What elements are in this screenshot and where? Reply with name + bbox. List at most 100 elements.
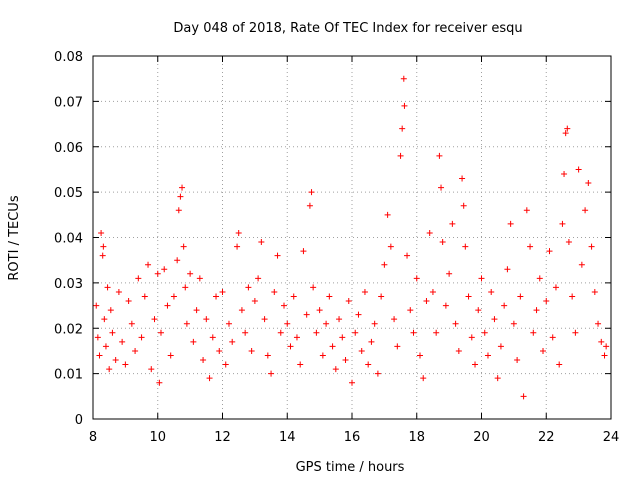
data-point (598, 338, 605, 345)
grid-lines (93, 56, 611, 419)
data-point (543, 298, 550, 305)
data-point (549, 334, 556, 341)
data-points (93, 75, 610, 400)
data-point (400, 75, 407, 82)
data-point (345, 298, 352, 305)
data-point (365, 361, 372, 368)
data-point (274, 252, 281, 259)
data-point (429, 288, 436, 295)
data-point (510, 320, 517, 327)
data-point (148, 366, 155, 373)
data-point (326, 293, 333, 300)
data-point (352, 329, 359, 336)
x-tick-label: 8 (89, 430, 97, 445)
data-point (601, 352, 608, 359)
data-point (196, 275, 203, 282)
data-point (438, 184, 445, 191)
data-point (569, 293, 576, 300)
data-point (190, 338, 197, 345)
data-point (238, 307, 245, 314)
data-point (595, 320, 602, 327)
y-tick-label: 0.07 (54, 95, 83, 110)
data-point (182, 284, 189, 291)
data-point (488, 288, 495, 295)
data-point (533, 307, 540, 314)
data-point (358, 347, 365, 354)
data-point (397, 152, 404, 159)
data-point (407, 307, 414, 314)
data-point (145, 261, 152, 268)
data-point (342, 357, 349, 364)
x-tick-label: 18 (408, 430, 425, 445)
data-point (564, 125, 571, 132)
data-point (200, 357, 207, 364)
data-point (527, 243, 534, 250)
data-point (287, 343, 294, 350)
y-tick-label: 0.03 (54, 277, 83, 292)
data-point (203, 316, 210, 323)
data-point (156, 379, 163, 386)
data-point (575, 166, 582, 173)
data-point (284, 320, 291, 327)
data-point (206, 375, 213, 382)
data-point (303, 311, 310, 318)
x-tick-label: 20 (473, 430, 490, 445)
data-point (290, 293, 297, 300)
data-point (562, 130, 569, 137)
data-point (452, 320, 459, 327)
data-point (436, 152, 443, 159)
data-point (378, 293, 385, 300)
data-point (216, 347, 223, 354)
data-point (258, 239, 265, 246)
data-point (242, 329, 249, 336)
data-point (381, 261, 388, 268)
data-point (603, 343, 610, 350)
data-point (501, 302, 508, 309)
data-point (310, 284, 317, 291)
data-point (391, 316, 398, 323)
data-point (306, 202, 313, 209)
data-point (319, 352, 326, 359)
data-point (268, 370, 275, 377)
data-point (462, 243, 469, 250)
data-point (561, 170, 568, 177)
data-point (94, 334, 101, 341)
data-point (98, 229, 105, 236)
data-point (293, 334, 300, 341)
data-point (565, 239, 572, 246)
data-point (106, 366, 113, 373)
data-point (361, 288, 368, 295)
data-point (119, 338, 126, 345)
data-point (219, 288, 226, 295)
data-point (449, 220, 456, 227)
data-point (478, 275, 485, 282)
data-point (101, 316, 108, 323)
data-point (468, 334, 475, 341)
data-point (588, 243, 595, 250)
data-point (213, 293, 220, 300)
data-point (384, 211, 391, 218)
y-tick-label: 0.04 (54, 232, 83, 247)
data-point (222, 361, 229, 368)
data-point (394, 343, 401, 350)
data-point (439, 239, 446, 246)
data-point (281, 302, 288, 309)
data-point (507, 220, 514, 227)
data-point (128, 320, 135, 327)
data-point (349, 379, 355, 386)
x-tick-label: 10 (149, 430, 166, 445)
data-point (426, 229, 433, 236)
data-point (578, 261, 585, 268)
data-point (530, 329, 537, 336)
data-point (459, 175, 466, 182)
y-tick-label: 0.06 (54, 141, 83, 156)
data-point (416, 352, 423, 359)
data-point (300, 248, 307, 255)
data-point (591, 288, 598, 295)
data-point (164, 302, 171, 309)
data-point (229, 338, 236, 345)
data-point (540, 347, 547, 354)
data-point (329, 343, 336, 350)
data-point (442, 302, 449, 309)
